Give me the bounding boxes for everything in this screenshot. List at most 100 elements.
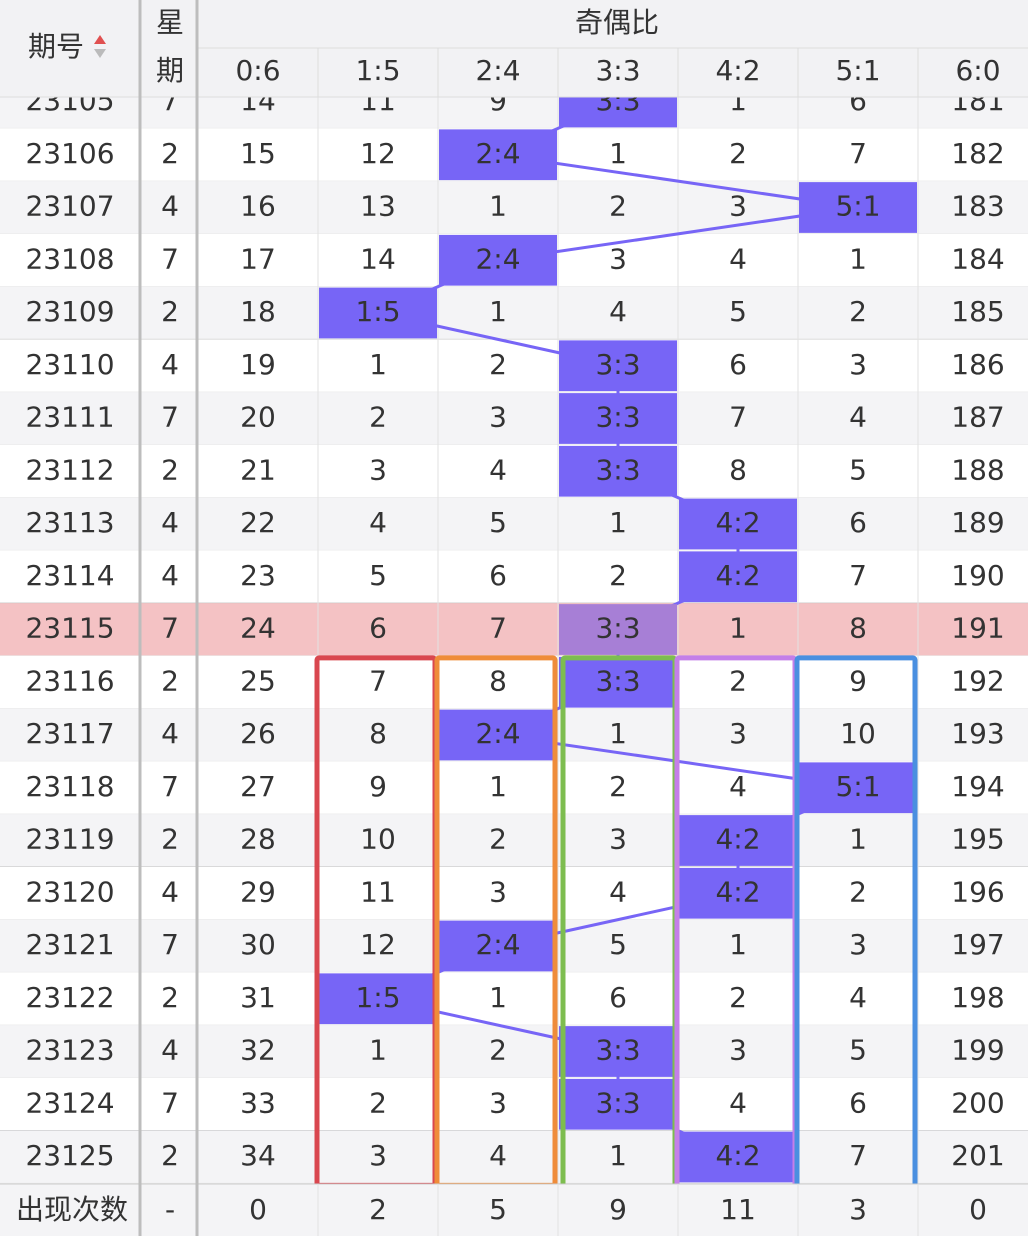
period-cell: 23111 (25, 401, 114, 434)
miss-count: 196 (951, 875, 1004, 908)
miss-count: 2 (849, 875, 867, 908)
week-cell: 7 (161, 1086, 179, 1119)
period-cell: 23118 (25, 770, 114, 803)
period-cell: 23109 (25, 295, 114, 328)
table-footer: 出现次数 - 0 2 5 9 11 3 0 (0, 1183, 1028, 1236)
hit-cell (559, 1078, 677, 1130)
miss-count: 4 (489, 1139, 507, 1172)
hit-label: 4:2 (715, 1139, 760, 1172)
miss-count: 197 (951, 928, 1004, 961)
miss-count: 3 (609, 242, 627, 275)
period-cell: 23112 (25, 453, 114, 486)
miss-count: 3 (729, 717, 747, 750)
ratio-header: 1:5 (355, 54, 400, 87)
miss-count: 8 (729, 453, 747, 486)
miss-count: 15 (240, 137, 276, 170)
week-header: 星 (156, 6, 184, 39)
miss-count: 1 (609, 506, 627, 539)
miss-count: 3 (489, 401, 507, 434)
week-cell: 4 (161, 875, 179, 908)
row-background (0, 497, 1028, 551)
miss-count: 6 (729, 348, 747, 381)
miss-count: 7 (369, 664, 387, 697)
miss-count: 29 (240, 875, 276, 908)
ratio-header: 3:3 (595, 54, 640, 87)
period-cell: 23125 (25, 1139, 114, 1172)
miss-count: 1 (369, 1034, 387, 1067)
row-background (0, 1130, 1028, 1184)
ratio-header: 4:2 (715, 54, 760, 87)
miss-count: 6 (489, 559, 507, 592)
footer-background (0, 1184, 1028, 1236)
miss-count: 3 (849, 928, 867, 961)
miss-count: 22 (240, 506, 276, 539)
hit-cell (559, 1026, 677, 1077)
row-background (0, 339, 1028, 393)
miss-count: 21 (240, 453, 276, 486)
week-cell: 2 (161, 1139, 179, 1172)
period-cell: 23123 (25, 1034, 114, 1067)
hit-cell (679, 815, 797, 866)
ratio-header: 0:6 (235, 54, 280, 87)
miss-count: 184 (951, 242, 1004, 275)
miss-count: 4 (729, 242, 747, 275)
miss-count: 8 (369, 717, 387, 750)
miss-count: 3 (729, 1034, 747, 1067)
miss-count: 10 (360, 823, 396, 856)
hit-cell (439, 709, 557, 761)
week-cell: 2 (161, 664, 179, 697)
miss-count: 190 (951, 559, 1004, 592)
ratio-header: 6:0 (955, 54, 1000, 87)
miss-count: 189 (951, 506, 1004, 539)
miss-count: 2 (729, 981, 747, 1014)
miss-count: 27 (240, 770, 276, 803)
week-cell: 7 (161, 242, 179, 275)
period-cell: 23113 (25, 506, 114, 539)
week-cell: 7 (161, 770, 179, 803)
miss-count: 7 (849, 1139, 867, 1172)
week-cell: 2 (161, 453, 179, 486)
occurrence-count: 3 (849, 1193, 867, 1226)
hit-label: 3:3 (595, 1034, 640, 1067)
miss-count: 6 (849, 506, 867, 539)
miss-count: 4 (849, 981, 867, 1014)
miss-count: 1 (729, 612, 747, 645)
hit-cell (559, 445, 677, 497)
period-cell: 23115 (25, 612, 114, 645)
occurrence-count: 11 (720, 1193, 756, 1226)
week-cell: 4 (161, 717, 179, 750)
miss-count: 2 (489, 348, 507, 381)
miss-count: 12 (360, 928, 396, 961)
miss-count: 6 (849, 1086, 867, 1119)
sort-down (94, 49, 106, 58)
miss-count: 2 (609, 770, 627, 803)
miss-count: 192 (951, 664, 1004, 697)
miss-count: 2 (849, 295, 867, 328)
miss-count: 2 (369, 1086, 387, 1119)
hit-cell (799, 762, 917, 814)
miss-count: 5 (489, 506, 507, 539)
miss-count: 201 (951, 1139, 1004, 1172)
hit-label: 3:3 (595, 453, 640, 486)
hit-cell (679, 498, 797, 550)
miss-count: 7 (849, 559, 867, 592)
miss-count: 3 (369, 1139, 387, 1172)
occurrence-count: 2 (369, 1193, 387, 1226)
hit-cell (679, 551, 797, 603)
week-cell: 4 (161, 506, 179, 539)
miss-count: 199 (951, 1034, 1004, 1067)
miss-count: 5 (849, 453, 867, 486)
miss-count: 4 (849, 401, 867, 434)
hit-cell (559, 604, 677, 655)
miss-count: 1 (489, 770, 507, 803)
miss-count: 1 (849, 242, 867, 275)
miss-count: 28 (240, 823, 276, 856)
hit-cell (559, 393, 677, 444)
miss-count: 194 (951, 770, 1004, 803)
miss-count: 3 (369, 453, 387, 486)
miss-count: 1 (489, 295, 507, 328)
miss-count: 4 (369, 506, 387, 539)
period-cell: 23106 (25, 137, 114, 170)
